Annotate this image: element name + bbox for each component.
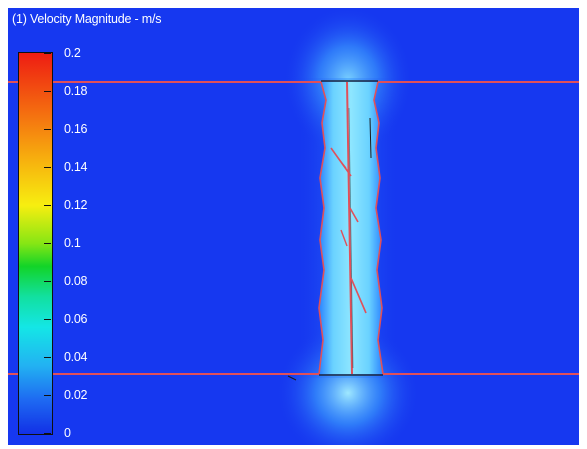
fiber-strand-2	[337, 157, 347, 169]
legend-tick-label: 0	[64, 426, 71, 440]
legend-tick-mark	[44, 91, 51, 92]
legend-tick-label: 0.14	[64, 160, 88, 174]
legend-tick-mark	[44, 129, 51, 130]
legend-tick-mark	[44, 395, 51, 396]
velocity-field-plot	[8, 8, 579, 445]
legend-tick-label: 0.12	[64, 198, 88, 212]
fiber-strand-5	[350, 277, 367, 314]
fiber-strand-dark	[369, 117, 372, 159]
center-fiber-shadow	[348, 107, 354, 369]
legend-tick-label: 0.08	[64, 274, 88, 288]
legend-tick-mark	[44, 53, 51, 54]
legend-tick-label: 0.1	[64, 236, 81, 250]
legend-tick-mark	[44, 167, 51, 168]
outlet-marker	[287, 375, 297, 381]
legend-tick-mark	[44, 319, 51, 320]
legend-tick-label: 0.2	[64, 46, 81, 60]
legend-tick-mark	[44, 205, 51, 206]
plot-title: (1) Velocity Magnitude - m/s	[12, 12, 162, 26]
legend-tick-label: 0.04	[64, 350, 88, 364]
legend-tick-label: 0.06	[64, 312, 88, 326]
legend-tick-label: 0.16	[64, 122, 88, 136]
center-fiber	[346, 81, 353, 375]
fiber-strand-4	[340, 229, 348, 247]
channel-wall-left	[318, 81, 327, 375]
channel-wall-right	[373, 81, 384, 375]
legend-tick-mark	[44, 281, 51, 282]
simulation-view: (1) Velocity Magnitude - m/s 0.2 0.18 0.16…	[8, 8, 579, 445]
legend-tick-mark	[44, 243, 51, 244]
legend-tick-label: 0.18	[64, 84, 88, 98]
legend-tick-mark	[44, 433, 51, 434]
legend-tick-mark	[44, 357, 51, 358]
legend-tick-label: 0.02	[64, 388, 88, 402]
fiber-strand-3	[349, 207, 359, 223]
